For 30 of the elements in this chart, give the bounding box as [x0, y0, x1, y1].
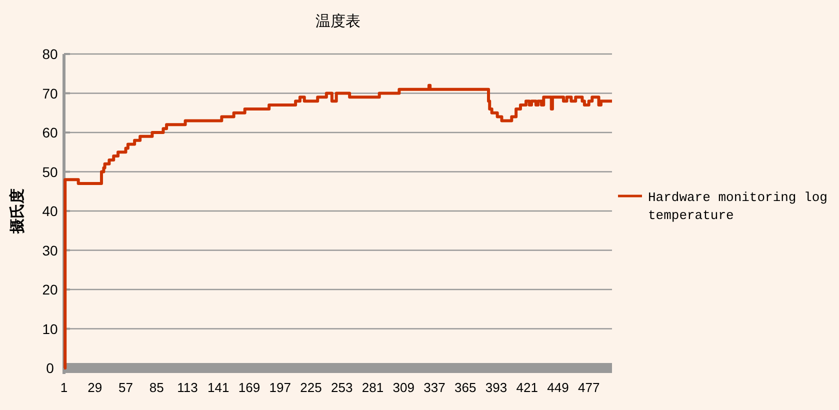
y-tick-label: 50 — [42, 164, 58, 180]
x-tick-label: 337 — [424, 380, 446, 395]
x-tick-label: 225 — [300, 380, 322, 395]
x-tick-label: 365 — [454, 380, 476, 395]
x-tick-label: 393 — [485, 380, 508, 395]
y-tick-label: 0 — [46, 360, 54, 376]
x-tick-label: 197 — [269, 380, 291, 395]
y-tick-label: 30 — [42, 242, 58, 258]
y-tick-label: 20 — [42, 282, 58, 298]
y-tick-label: 40 — [42, 203, 58, 219]
x-tick-label: 113 — [177, 380, 198, 395]
y-tick-label: 10 — [42, 320, 58, 337]
x-tick-label: 29 — [88, 380, 102, 395]
y-tick-label: 60 — [42, 124, 58, 140]
legend-label: Hardware monitoring log temperature — [648, 190, 828, 223]
x-tick-label: 449 — [547, 380, 569, 395]
x-tick-label: 253 — [331, 380, 353, 395]
y-tick-label: 80 — [42, 46, 58, 62]
y-axis-title: 摄氏度 — [8, 188, 26, 234]
x-tick-label: 309 — [392, 380, 414, 395]
x-tick-label: 57 — [118, 380, 133, 395]
x-tick-label: 421 — [516, 380, 538, 395]
x-tick-label: 141 — [208, 380, 230, 395]
x-tick-label: 1 — [60, 380, 68, 395]
x-tick-label: 85 — [149, 380, 164, 395]
y-tick-label: 70 — [42, 85, 58, 102]
chart-title: 温度表 — [316, 13, 360, 30]
x-tick-label: 281 — [362, 380, 384, 395]
x-tick-label: 169 — [238, 380, 260, 395]
x-tick-label: 477 — [578, 380, 600, 395]
